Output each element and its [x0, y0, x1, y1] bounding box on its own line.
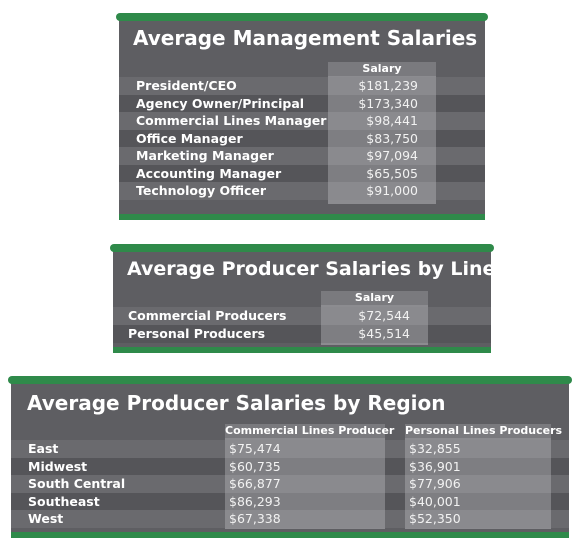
salary-value: $83,750 [366, 130, 418, 146]
salary-value: $65,505 [366, 165, 418, 181]
row-label: South Central [28, 476, 126, 491]
column-header-commercial: Commercial Lines Producer [225, 424, 395, 438]
salary-value: $91,000 [366, 183, 418, 198]
row-label: Personal Producers [128, 325, 266, 341]
value-cell-band [328, 129, 436, 148]
value-cell-band [328, 164, 436, 183]
table-row: President/CEO $181,239 [119, 77, 485, 95]
table-row: Office Manager $83,750 [119, 129, 485, 148]
column-header-personal: Personal Lines Producers [405, 424, 563, 438]
row-label: Commercial Lines Manager [136, 113, 327, 128]
value-cell-band [328, 147, 436, 165]
value-cell-band [225, 440, 385, 458]
salary-value: $75,474 [229, 441, 281, 456]
row-label: Agency Owner/Principal [136, 95, 305, 111]
salary-value: $98,441 [366, 113, 418, 128]
table-title: Average Producer Salaries by Line [127, 258, 496, 280]
salary-value: $72,544 [358, 308, 410, 323]
row-label: Marketing Manager [136, 148, 274, 163]
row-label: East [28, 441, 59, 456]
salary-value: $40,001 [409, 493, 461, 509]
salary-value: $67,338 [229, 511, 281, 526]
salary-value: $60,735 [229, 458, 281, 474]
top-accent-bar [8, 376, 572, 384]
value-cell-band [225, 457, 385, 476]
table-row: Technology Officer $91,000 [119, 182, 485, 200]
value-cell-band [405, 510, 551, 528]
value-cell-band [328, 77, 436, 95]
table-row: Marketing Manager $97,094 [119, 147, 485, 165]
table-title: Average Producer Salaries by Region [27, 391, 446, 415]
table-row: Personal Producers $45,514 [113, 324, 491, 343]
salary-value: $32,855 [409, 441, 461, 456]
value-cell-band [225, 492, 385, 511]
row-label: President/CEO [136, 78, 237, 93]
salary-value: $77,906 [409, 476, 461, 491]
table-row: Commercial Producers $72,544 [113, 307, 491, 325]
value-cell-band [405, 440, 551, 458]
salary-value: $45,514 [358, 325, 410, 341]
value-cell-band [328, 94, 436, 113]
table-row: West $67,338 $52,350 [11, 510, 569, 528]
row-label: Accounting Manager [136, 165, 282, 181]
salary-value: $52,350 [409, 511, 461, 526]
column-header-salary: Salary [321, 291, 428, 305]
salary-value: $97,094 [366, 148, 418, 163]
bottom-accent-bar [119, 214, 485, 220]
table-row: East $75,474 $32,855 [11, 440, 569, 458]
row-label: West [28, 511, 64, 526]
producer-by-region-table: Average Producer Salaries by Region Comm… [8, 376, 572, 538]
value-cell-band [405, 492, 551, 511]
column-header-salary: Salary [328, 62, 436, 76]
row-label: Technology Officer [136, 183, 267, 198]
value-cell-band [328, 182, 436, 200]
salary-value: $86,293 [229, 493, 281, 509]
value-cell-band [225, 475, 385, 493]
producer-by-line-table: Average Producer Salaries by Line Salary… [110, 244, 495, 353]
value-cell-band [225, 510, 385, 528]
value-cell-band [405, 475, 551, 493]
salary-value: $181,239 [358, 78, 418, 93]
table-row: Agency Owner/Principal $173,340 [119, 94, 485, 113]
value-cell-band [405, 457, 551, 476]
table-title: Average Management Salaries [133, 26, 478, 50]
management-salaries-table: Average Management Salaries Salary Presi… [116, 13, 488, 220]
row-label: Office Manager [136, 130, 243, 146]
top-accent-bar [116, 13, 488, 21]
bottom-accent-bar [113, 347, 491, 353]
value-cell-band [321, 324, 428, 343]
table-row: Accounting Manager $65,505 [119, 164, 485, 183]
table-row: South Central $66,877 $77,906 [11, 475, 569, 493]
table-row: Southeast $86,293 $40,001 [11, 492, 569, 511]
table-row: Commercial Lines Manager $98,441 [119, 112, 485, 130]
row-label: Southeast [28, 493, 100, 509]
salary-value: $36,901 [409, 458, 461, 474]
top-accent-bar [110, 244, 494, 252]
salary-value: $66,877 [229, 476, 281, 491]
value-cell-band [321, 307, 428, 325]
row-label: Midwest [28, 458, 88, 474]
row-label: Commercial Producers [128, 308, 287, 323]
bottom-accent-bar [11, 532, 569, 538]
table-row: Midwest $60,735 $36,901 [11, 457, 569, 476]
value-cell-band [328, 112, 436, 130]
salary-value: $173,340 [358, 95, 418, 111]
